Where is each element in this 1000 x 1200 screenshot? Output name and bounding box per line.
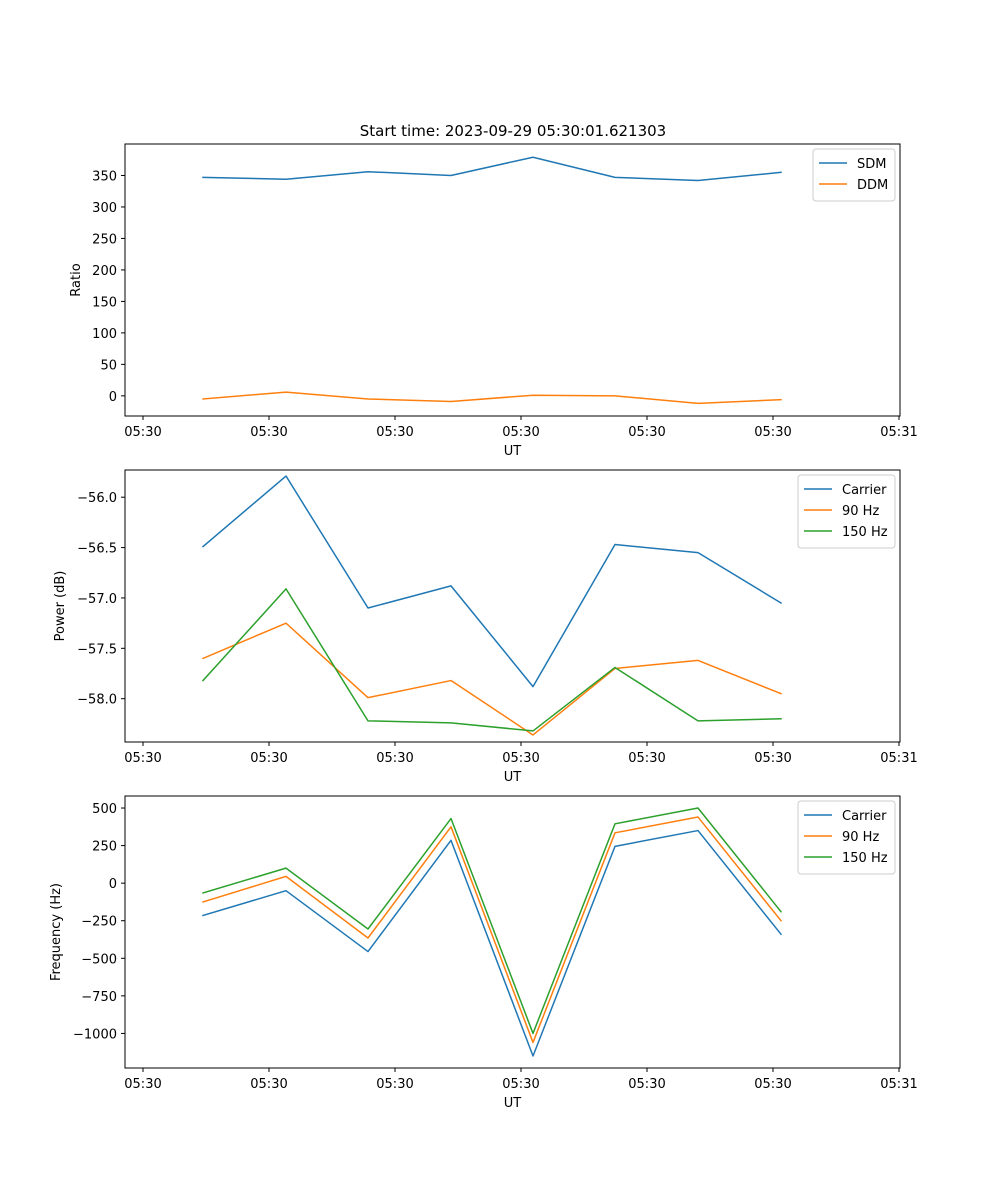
legend-label: Carrier	[842, 483, 887, 498]
y-tick-label: −250	[81, 915, 117, 930]
x-axis-label: UT	[504, 444, 522, 459]
x-axis-label: UT	[504, 1096, 522, 1111]
panel-3: 05:30 05:30 05:30 05:30 05:30 05:30 05:31 UT −10…	[49, 795, 918, 1111]
series-line-150-hz	[201, 588, 782, 732]
x-tick-label: 05:30	[376, 425, 413, 440]
plots-group: 05:30 05:30 05:30 05:30 05:30 05:30 05:31 UT 0 50…	[49, 143, 918, 1111]
x-tick-label: 05:30	[754, 751, 791, 766]
series-line-carrier	[201, 475, 783, 688]
x-tick-label: 05:30	[754, 1077, 791, 1092]
series-line-sdm	[202, 156, 782, 182]
legend-box	[812, 148, 896, 202]
x-tick-label: 05:30	[376, 1077, 413, 1092]
panel-1: 05:30 05:30 05:30 05:30 05:30 05:30 05:31 UT 0 50…	[69, 143, 918, 459]
legend-label: 90 Hz	[842, 830, 879, 845]
x-tick-label: 05:30	[754, 425, 791, 440]
y-tick-label: −58.0	[77, 693, 117, 708]
legend: Carrier 90 Hz 150 Hz	[797, 800, 896, 875]
x-tick-label: 05:30	[628, 751, 665, 766]
y-tick-label: 350	[92, 169, 117, 184]
y-tick-label: −56.0	[77, 491, 117, 506]
series-line-90-hz	[202, 622, 782, 736]
plot-frame	[124, 795, 901, 1069]
legend-box	[797, 800, 896, 875]
y-tick-label: 50	[100, 358, 117, 373]
y-tick-label: 0	[109, 877, 117, 892]
y-tick-label: −1000	[73, 1027, 117, 1042]
y-tick-label: −56.5	[77, 542, 117, 557]
y-tick-label: 300	[92, 201, 117, 216]
x-tick-label: 05:30	[628, 425, 665, 440]
x-tick-label: 05:31	[880, 751, 917, 766]
panel-2: 05:30 05:30 05:30 05:30 05:30 05:30 05:31 UT −58…	[53, 469, 918, 785]
x-tick-label: 05:31	[880, 425, 917, 440]
plot-frame	[124, 469, 901, 743]
y-tick-label: −500	[81, 952, 117, 967]
legend-label: 150 Hz	[842, 851, 888, 866]
y-tick-label: 100	[92, 327, 117, 342]
legend-label: DDM	[857, 178, 888, 193]
series-line-ddm	[202, 391, 782, 405]
y-tick-label: 500	[92, 802, 117, 817]
y-tick-label: 250	[92, 840, 117, 855]
series-line-150-hz	[202, 807, 783, 1035]
y-tick-label: −57.0	[77, 592, 117, 607]
x-tick-label: 05:30	[250, 425, 287, 440]
legend-label: 150 Hz	[842, 525, 888, 540]
x-tick-label: 05:30	[124, 1077, 161, 1092]
x-tick-label: 05:30	[502, 1077, 539, 1092]
y-axis-label: Frequency (Hz)	[49, 883, 64, 981]
y-tick-label: −57.5	[77, 642, 117, 657]
x-tick-label: 05:30	[628, 1077, 665, 1092]
x-tick-label: 05:30	[250, 1077, 287, 1092]
legend-label: 90 Hz	[842, 504, 879, 519]
x-tick-label: 05:30	[376, 751, 413, 766]
legend-label: SDM	[857, 157, 886, 172]
series-line-carrier	[202, 829, 783, 1057]
x-tick-label: 05:30	[250, 751, 287, 766]
x-axis-label: UT	[504, 770, 522, 785]
y-tick-label: 0	[109, 390, 117, 405]
legend-label: Carrier	[842, 809, 887, 824]
legend: SDM DDM	[812, 148, 896, 202]
x-tick-label: 05:30	[502, 425, 539, 440]
x-tick-label: 05:30	[502, 751, 539, 766]
legend-box	[797, 474, 896, 549]
series-line-90-hz	[202, 816, 783, 1044]
figure-title: Start time: 2023-09-29 05:30:01.621303	[360, 122, 666, 140]
x-tick-label: 05:31	[880, 1077, 917, 1092]
y-tick-label: −750	[81, 990, 117, 1005]
plot-frame	[124, 143, 901, 417]
y-tick-label: 250	[92, 232, 117, 247]
y-axis-label: Power (dB)	[53, 571, 68, 642]
x-tick-label: 05:30	[124, 751, 161, 766]
y-tick-label: 200	[92, 264, 117, 279]
legend: Carrier 90 Hz 150 Hz	[797, 474, 896, 549]
x-tick-label: 05:30	[124, 425, 161, 440]
y-tick-label: 150	[92, 295, 117, 310]
y-axis-label: Ratio	[69, 263, 84, 296]
